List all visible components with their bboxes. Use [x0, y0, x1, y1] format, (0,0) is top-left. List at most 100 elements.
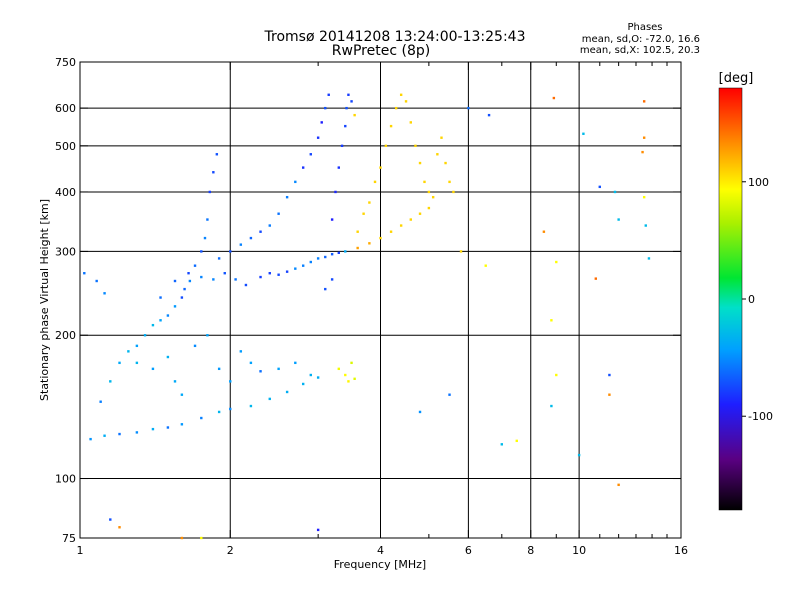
data-point	[143, 334, 147, 337]
colorbar-tick-label: -100	[748, 410, 773, 423]
data-point	[427, 206, 431, 210]
data-point	[316, 376, 320, 379]
x-tick-label: 16	[674, 544, 688, 557]
data-point	[642, 195, 646, 199]
data-point	[337, 367, 341, 371]
y-tick-label: 75	[62, 532, 76, 545]
data-point	[187, 272, 190, 275]
data-point	[180, 423, 184, 426]
legend-title: Phases	[627, 22, 662, 33]
data-point	[193, 344, 197, 348]
data-point	[368, 201, 371, 204]
legend-line-o: mean, sd,O: -72.0, 16.6	[582, 34, 700, 45]
y-tick-label: 300	[55, 245, 76, 258]
data-point	[373, 180, 377, 184]
data-point	[301, 166, 305, 169]
colorbar-label: [deg]	[719, 71, 754, 86]
data-point	[180, 296, 184, 299]
data-point	[294, 267, 297, 270]
data-point	[368, 242, 371, 245]
data-point	[418, 161, 422, 165]
data-point	[118, 361, 121, 365]
data-point	[577, 453, 581, 457]
data-point	[118, 432, 121, 436]
data-point	[500, 443, 504, 446]
data-point	[301, 382, 305, 386]
data-point	[552, 96, 556, 100]
data-point	[362, 212, 365, 215]
data-point	[268, 272, 271, 275]
data-point	[613, 190, 617, 194]
data-point	[239, 350, 243, 353]
data-point	[353, 113, 356, 117]
data-point	[200, 536, 203, 540]
data-point	[200, 275, 203, 279]
x-tick-label: 6	[465, 544, 472, 557]
data-point	[239, 243, 243, 246]
data-point	[301, 264, 305, 267]
data-point	[277, 367, 280, 371]
data-point	[249, 404, 253, 408]
data-point	[617, 483, 620, 487]
data-point	[324, 255, 327, 259]
x-tick-label: 10	[572, 544, 586, 557]
data-point	[404, 100, 408, 103]
data-point	[294, 180, 297, 184]
data-point	[285, 195, 289, 199]
data-point	[193, 264, 197, 267]
data-point	[95, 279, 98, 283]
colorbar-tick-label: 100	[748, 176, 769, 189]
data-point	[409, 121, 412, 124]
data-point	[356, 246, 359, 250]
data-point	[414, 144, 417, 148]
data-point	[356, 230, 359, 233]
data-point	[347, 380, 350, 383]
data-point	[345, 106, 348, 110]
data-point	[409, 218, 412, 221]
data-point	[647, 257, 651, 260]
data-point	[487, 113, 491, 117]
data-point	[259, 370, 262, 373]
data-point	[347, 93, 350, 96]
data-point	[555, 373, 558, 377]
colorbar	[718, 87, 743, 511]
data-point	[324, 106, 327, 110]
chart-subtitle: RwPretec (8p)	[332, 43, 430, 59]
data-point	[217, 257, 221, 260]
data-point	[467, 106, 470, 110]
data-point	[268, 224, 271, 227]
data-point	[203, 236, 207, 240]
data-point	[389, 124, 393, 128]
data-point	[399, 93, 403, 96]
data-point	[188, 279, 192, 283]
data-point	[320, 121, 323, 124]
data-point	[215, 153, 219, 156]
data-point	[334, 190, 337, 194]
data-point	[135, 344, 139, 348]
y-tick-label: 500	[55, 140, 76, 153]
x-tick-label: 4	[377, 544, 384, 557]
y-tick-label: 750	[55, 56, 76, 69]
data-point	[268, 397, 271, 401]
data-point	[316, 136, 320, 139]
data-point	[542, 230, 546, 233]
chart-title: Tromsø 20141208 13:24:00-13:25:43	[264, 29, 526, 45]
data-point	[642, 136, 646, 139]
data-point	[431, 195, 435, 199]
data-point	[350, 361, 353, 365]
axis-ticks: 1 2 4 6 8 10 16 75 100 200 300 400 500 600 750	[55, 56, 688, 557]
data-point	[180, 393, 184, 396]
data-point	[285, 390, 289, 394]
data-point	[103, 434, 106, 437]
data-point	[344, 250, 347, 253]
data-point	[173, 279, 177, 283]
x-tick-label: 8	[527, 544, 534, 557]
data-point	[316, 528, 320, 532]
data-point	[206, 334, 209, 337]
data-point	[166, 426, 170, 429]
data-point	[309, 153, 312, 156]
data-point	[617, 218, 620, 221]
data-point	[173, 305, 177, 308]
y-tick-label: 100	[55, 473, 76, 486]
